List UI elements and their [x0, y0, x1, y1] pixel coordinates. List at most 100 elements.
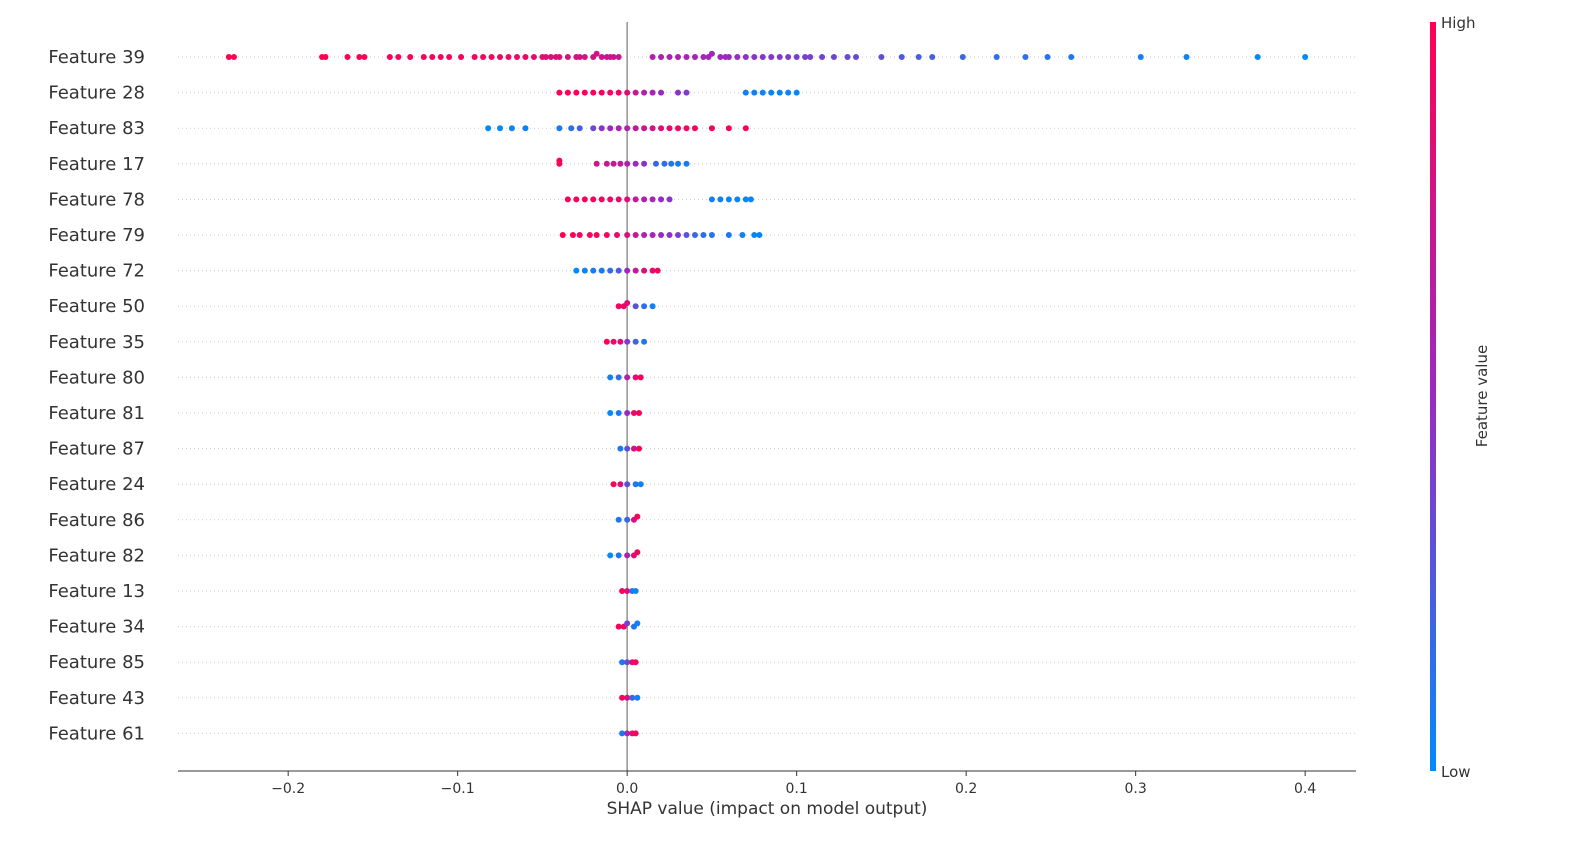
- sample-points: [225, 50, 1309, 737]
- sample-point: [675, 125, 682, 132]
- sample-point: [615, 303, 622, 310]
- sample-point: [522, 54, 529, 60]
- sample-point: [717, 54, 724, 60]
- sample-point: [497, 54, 504, 60]
- sample-point: [649, 125, 656, 132]
- sample-point: [751, 232, 758, 238]
- sample-point: [576, 54, 583, 60]
- sample-point: [568, 125, 575, 132]
- sample-point: [1183, 54, 1190, 60]
- sample-point: [632, 481, 639, 488]
- sample-point: [603, 232, 610, 238]
- sample-point: [361, 54, 368, 60]
- sample-point: [624, 694, 631, 701]
- sample-point: [708, 50, 715, 57]
- sample-point: [598, 125, 605, 132]
- sample-point: [615, 410, 622, 416]
- sample-point: [488, 54, 495, 60]
- sample-point: [607, 196, 614, 203]
- sample-point: [929, 54, 936, 60]
- sample-point: [225, 54, 232, 60]
- feature-label: Feature 34: [48, 617, 145, 638]
- sample-point: [632, 303, 639, 310]
- colorbar-title: Feature value: [1473, 345, 1491, 447]
- sample-point: [666, 232, 673, 238]
- feature-label: Feature 24: [48, 474, 145, 495]
- sample-point: [513, 54, 520, 60]
- colorbar: High Low Feature value: [1430, 14, 1491, 781]
- sample-point: [844, 54, 851, 60]
- sample-point: [675, 54, 682, 60]
- sample-point: [1254, 54, 1261, 60]
- sample-point: [632, 125, 639, 132]
- sample-point: [230, 54, 237, 60]
- sample-point: [624, 89, 631, 96]
- sample-point: [624, 445, 631, 452]
- sample-point: [607, 125, 614, 132]
- sample-point: [420, 54, 427, 60]
- feature-label: Feature 83: [48, 118, 145, 139]
- sample-point: [573, 196, 580, 203]
- sample-point: [708, 196, 715, 203]
- sample-point: [756, 232, 763, 238]
- sample-point: [624, 196, 631, 203]
- sample-point: [641, 89, 648, 96]
- sample-point: [437, 54, 444, 60]
- sample-point: [615, 54, 622, 60]
- colorbar-gradient: [1430, 22, 1436, 771]
- sample-point: [734, 54, 741, 60]
- sample-point: [751, 89, 758, 96]
- sample-point: [598, 89, 605, 96]
- sample-point: [556, 125, 563, 132]
- sample-point: [617, 338, 624, 345]
- x-tick-label: 0.2: [955, 781, 977, 797]
- x-tick-label: 0.1: [786, 781, 808, 797]
- sample-point: [505, 54, 512, 60]
- sample-point: [742, 125, 749, 132]
- sample-point: [649, 196, 656, 203]
- sample-point: [613, 232, 620, 238]
- sample-point: [898, 54, 905, 60]
- sample-point: [683, 89, 690, 96]
- sample-point: [658, 89, 665, 96]
- feature-label: Feature 81: [48, 403, 145, 424]
- sample-point: [617, 445, 624, 452]
- sample-point: [530, 54, 537, 60]
- sample-point: [807, 54, 814, 60]
- sample-point: [356, 54, 363, 60]
- sample-point: [1302, 54, 1309, 60]
- sample-point: [586, 232, 593, 238]
- sample-point: [624, 338, 631, 345]
- feature-label: Feature 50: [48, 296, 145, 317]
- sample-point: [878, 54, 885, 60]
- sample-point: [641, 338, 648, 345]
- sample-point: [641, 125, 648, 132]
- sample-point: [497, 125, 504, 132]
- sample-point: [624, 374, 631, 381]
- sample-point: [725, 196, 732, 203]
- feature-label: Feature 86: [48, 510, 145, 531]
- sample-point: [768, 54, 775, 60]
- sample-point: [852, 54, 859, 60]
- sample-point: [641, 160, 648, 167]
- sample-point: [446, 54, 453, 60]
- sample-point: [590, 89, 597, 96]
- sample-point: [683, 160, 690, 167]
- sample-point: [691, 54, 698, 60]
- sample-point: [734, 196, 741, 203]
- sample-point: [407, 54, 414, 60]
- sample-point: [603, 160, 610, 167]
- sample-point: [658, 196, 665, 203]
- sample-point: [485, 125, 492, 132]
- sample-point: [619, 659, 626, 666]
- sample-point: [624, 516, 631, 523]
- sample-point: [471, 54, 478, 60]
- feature-label: Feature 87: [48, 439, 145, 460]
- feature-label: Feature 80: [48, 367, 145, 388]
- sample-point: [632, 338, 639, 345]
- sample-point: [630, 445, 637, 452]
- sample-point: [785, 89, 792, 96]
- sample-point: [542, 54, 549, 60]
- sample-point: [564, 196, 571, 203]
- sample-point: [649, 303, 656, 310]
